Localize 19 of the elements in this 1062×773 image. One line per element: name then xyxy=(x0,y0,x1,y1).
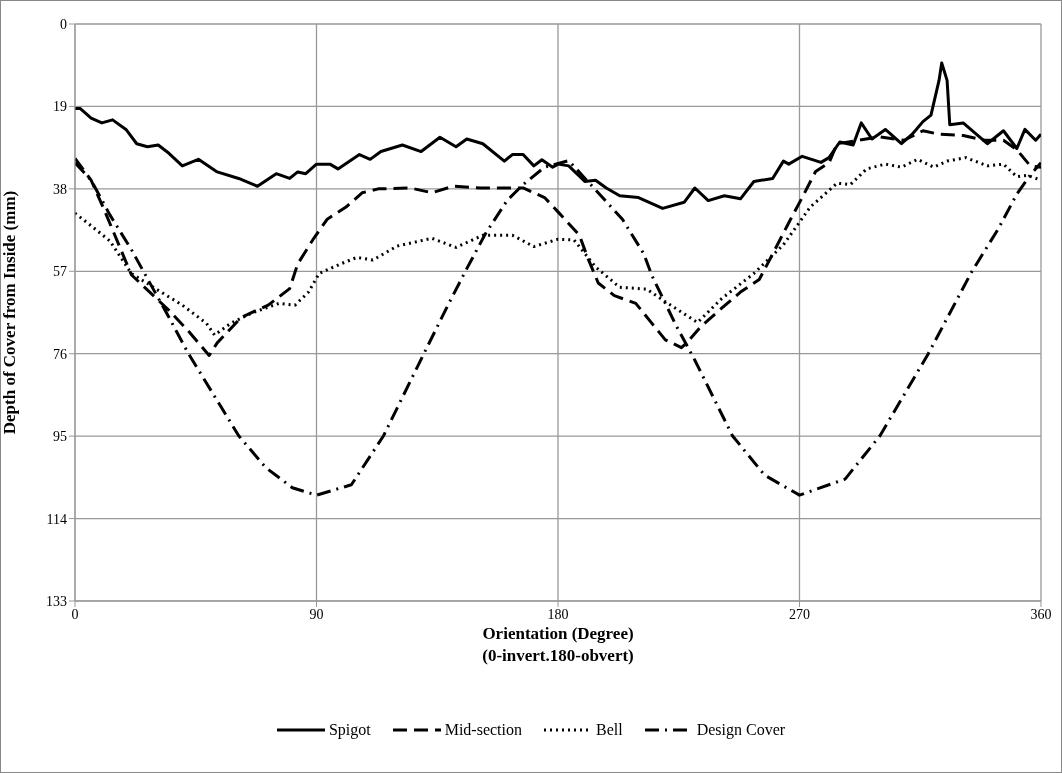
y-tick-label: 76 xyxy=(53,346,67,362)
y-tick-label: 95 xyxy=(53,429,67,445)
y-tick-label: 57 xyxy=(53,264,67,280)
x-tick-label: 180 xyxy=(547,606,569,622)
y-tick-label: 0 xyxy=(60,16,67,32)
x-tick-label: 270 xyxy=(789,606,810,622)
y-axis-title: Depth of Cover from Inside (mm) xyxy=(0,190,20,435)
x-tick-label: 360 xyxy=(1030,606,1052,622)
legend-label: Spigot xyxy=(328,721,371,739)
y-tick-label: 19 xyxy=(53,99,67,115)
x-tick-label: 90 xyxy=(309,606,324,622)
legend-label: Mid-section xyxy=(444,721,522,739)
y-tick-label: 38 xyxy=(53,181,67,197)
legend-label: Design Cover xyxy=(696,721,786,739)
y-tick-label: 114 xyxy=(46,511,67,527)
x-axis-title: Orientation (Degree) (0-invert.180-obvert) xyxy=(482,624,634,665)
x-tick-label: 0 xyxy=(71,606,79,622)
legend-label: Bell xyxy=(596,721,623,739)
y-tick-label: 133 xyxy=(46,593,67,609)
